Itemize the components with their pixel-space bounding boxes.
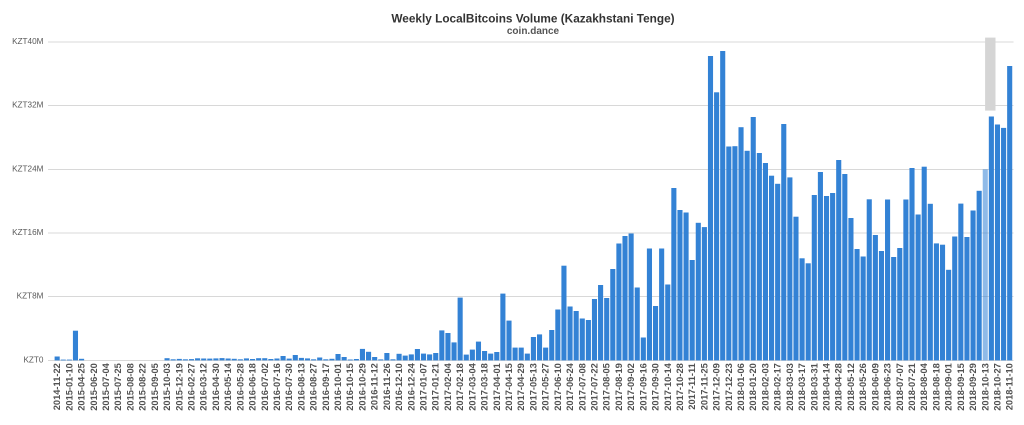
svg-text:2016-08-13: 2016-08-13	[296, 363, 306, 411]
svg-text:2017-05-13: 2017-05-13	[528, 363, 538, 411]
svg-text:2016-04-30: 2016-04-30	[211, 363, 221, 411]
svg-text:2018-01-20: 2018-01-20	[748, 363, 758, 411]
svg-text:2018-09-29: 2018-09-29	[968, 363, 978, 411]
svg-text:2018-01-06: 2018-01-06	[736, 363, 746, 411]
svg-text:2016-06-18: 2016-06-18	[248, 363, 258, 411]
svg-text:2017-04-01: 2017-04-01	[492, 363, 502, 411]
svg-text:2016-03-12: 2016-03-12	[199, 363, 209, 411]
svg-text:2018-06-09: 2018-06-09	[870, 363, 880, 411]
svg-text:2018-08-18: 2018-08-18	[931, 363, 941, 411]
svg-text:2018-07-21: 2018-07-21	[907, 363, 917, 411]
svg-text:2014-11-22: 2014-11-22	[52, 363, 62, 410]
svg-text:2018-04-14: 2018-04-14	[822, 362, 832, 410]
svg-text:2016-10-15: 2016-10-15	[345, 363, 355, 411]
svg-text:2018-03-03: 2018-03-03	[785, 363, 795, 411]
svg-text:Weekly LocalBitcoins Volume (K: Weekly LocalBitcoins Volume (Kazakhstani…	[391, 11, 674, 25]
svg-text:2018-08-04: 2018-08-04	[919, 362, 929, 410]
svg-text:2017-02-18: 2017-02-18	[455, 363, 465, 411]
svg-text:2017-11-25: 2017-11-25	[699, 363, 709, 410]
svg-text:2015-06-20: 2015-06-20	[89, 363, 99, 411]
svg-text:2018-09-15: 2018-09-15	[956, 363, 966, 411]
svg-text:2017-04-15: 2017-04-15	[504, 363, 514, 411]
svg-text:2017-11-11: 2017-11-11	[687, 363, 697, 410]
svg-text:2017-02-04: 2017-02-04	[443, 362, 453, 410]
svg-text:2015-04-25: 2015-04-25	[77, 363, 87, 411]
svg-text:2016-11-12: 2016-11-12	[370, 363, 380, 410]
svg-text:2017-01-21: 2017-01-21	[431, 363, 441, 411]
svg-text:2017-10-14: 2017-10-14	[663, 362, 673, 410]
svg-text:KZT0: KZT0	[23, 355, 43, 364]
svg-text:2016-12-10: 2016-12-10	[394, 363, 404, 411]
svg-text:2016-02-27: 2016-02-27	[186, 363, 196, 411]
svg-text:2016-07-02: 2016-07-02	[260, 363, 270, 411]
svg-text:2018-11-10: 2018-11-10	[1005, 363, 1015, 410]
svg-text:KZT40M: KZT40M	[12, 37, 44, 46]
svg-text:2015-10-03: 2015-10-03	[162, 363, 172, 411]
svg-text:2017-09-16: 2017-09-16	[638, 363, 648, 411]
svg-text:2015-08-08: 2015-08-08	[125, 363, 135, 411]
svg-text:KZT24M: KZT24M	[12, 164, 44, 173]
svg-text:2016-10-29: 2016-10-29	[357, 363, 367, 411]
svg-text:2017-08-05: 2017-08-05	[602, 363, 612, 411]
svg-text:2018-02-17: 2018-02-17	[773, 363, 783, 411]
svg-text:2018-05-12: 2018-05-12	[846, 363, 856, 411]
svg-text:2016-05-14: 2016-05-14	[223, 362, 233, 410]
svg-text:2017-06-24: 2017-06-24	[565, 362, 575, 410]
svg-text:2018-09-01: 2018-09-01	[944, 363, 954, 411]
svg-text:2016-09-17: 2016-09-17	[321, 363, 331, 411]
svg-text:2017-03-18: 2017-03-18	[480, 363, 490, 411]
svg-text:2018-03-31: 2018-03-31	[809, 363, 819, 411]
svg-text:2018-05-26: 2018-05-26	[858, 363, 868, 411]
svg-text:2018-03-17: 2018-03-17	[797, 363, 807, 411]
svg-text:2015-01-10: 2015-01-10	[64, 363, 74, 411]
svg-text:2018-06-23: 2018-06-23	[883, 363, 893, 411]
svg-text:2017-04-29: 2017-04-29	[516, 363, 526, 411]
svg-text:2017-03-04: 2017-03-04	[467, 362, 477, 410]
svg-text:2017-07-08: 2017-07-08	[577, 363, 587, 411]
svg-text:2017-12-23: 2017-12-23	[724, 363, 734, 411]
svg-text:2016-07-30: 2016-07-30	[284, 363, 294, 411]
svg-text:KZT8M: KZT8M	[17, 292, 44, 301]
svg-text:2016-10-01: 2016-10-01	[333, 363, 343, 411]
svg-text:coin.dance: coin.dance	[507, 26, 560, 37]
svg-text:2018-10-27: 2018-10-27	[992, 363, 1002, 411]
svg-text:2018-07-07: 2018-07-07	[895, 363, 905, 411]
svg-text:2017-05-27: 2017-05-27	[541, 363, 551, 411]
svg-text:2015-07-25: 2015-07-25	[113, 363, 123, 411]
svg-text:2018-04-28: 2018-04-28	[834, 363, 844, 411]
svg-text:2015-08-22: 2015-08-22	[138, 363, 148, 411]
svg-text:2016-08-27: 2016-08-27	[309, 363, 319, 411]
svg-text:2016-05-28: 2016-05-28	[235, 363, 245, 411]
svg-text:2016-11-26: 2016-11-26	[382, 363, 392, 410]
svg-text:2015-09-05: 2015-09-05	[150, 363, 160, 411]
svg-text:2018-02-03: 2018-02-03	[760, 363, 770, 411]
svg-text:2017-10-28: 2017-10-28	[675, 363, 685, 411]
svg-text:2015-12-19: 2015-12-19	[174, 363, 184, 411]
svg-text:2017-08-19: 2017-08-19	[614, 363, 624, 411]
svg-text:2018-10-13: 2018-10-13	[980, 363, 990, 411]
svg-text:2016-07-16: 2016-07-16	[272, 363, 282, 411]
svg-text:2016-12-24: 2016-12-24	[406, 362, 416, 410]
svg-text:2017-01-07: 2017-01-07	[419, 363, 429, 411]
svg-text:2017-07-22: 2017-07-22	[589, 363, 599, 411]
svg-text:2017-06-10: 2017-06-10	[553, 363, 563, 411]
svg-text:2017-12-09: 2017-12-09	[712, 363, 722, 411]
svg-text:KZT16M: KZT16M	[12, 228, 44, 237]
svg-text:2015-07-04: 2015-07-04	[101, 362, 111, 410]
svg-text:2017-09-02: 2017-09-02	[626, 363, 636, 411]
svg-text:2017-09-30: 2017-09-30	[651, 363, 661, 411]
svg-text:KZT32M: KZT32M	[12, 101, 44, 110]
